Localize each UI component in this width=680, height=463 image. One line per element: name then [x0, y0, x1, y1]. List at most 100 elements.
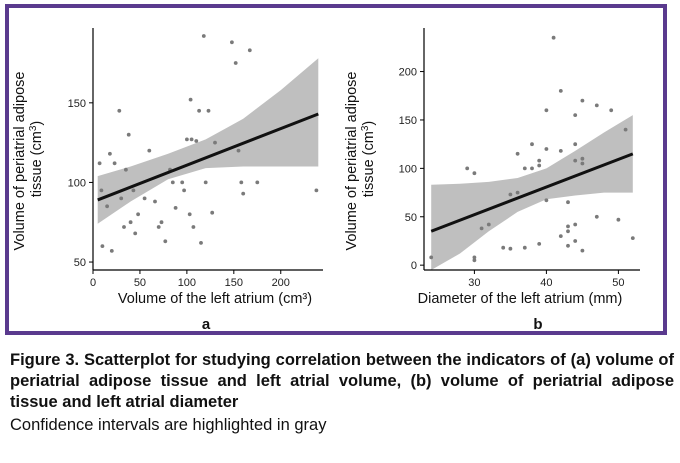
panel-b-data-point — [530, 166, 534, 171]
panel-a-data-point — [185, 137, 189, 142]
panel-b-data-point — [594, 214, 599, 219]
panel-b-data-point — [522, 245, 527, 250]
panel-b-y-tick-label: 0 — [411, 260, 417, 272]
panel-a-data-point — [230, 40, 234, 45]
panel-a-y-axis-label: Volume of periatrial adipose tissue (cm3… — [12, 68, 45, 251]
panel-b-data-point — [429, 255, 434, 260]
panel-b-data-point — [623, 127, 628, 132]
panel-b-chart: 30 40 50 0 50 100 150 200 Diameter of the left … — [344, 28, 640, 333]
panel-a-data-point — [153, 199, 157, 204]
panel-a-data-point — [170, 180, 175, 185]
panel-b-regression-line — [430, 152, 634, 233]
panel-a-chart: 0 50 100 150 200 50 100 150 Volume of the left … — [12, 28, 323, 333]
panel-b-data-point — [522, 166, 527, 171]
panel-a-data-point — [173, 206, 178, 210]
panel-a-data-point — [105, 204, 109, 209]
panel-a-data-point — [126, 132, 131, 137]
panel-b-data-point — [630, 236, 635, 241]
panel-b-data-point — [486, 222, 491, 227]
panel-a-data-point — [117, 108, 122, 113]
panel-a-data-point — [133, 231, 138, 236]
panel-b-data-point — [479, 226, 484, 231]
panel-a-data-point — [163, 239, 168, 244]
panel-a-data-point — [108, 151, 112, 156]
panel-a-data-point — [119, 196, 124, 201]
panel-b-data-point — [573, 158, 578, 163]
panel-a-data-point — [233, 61, 238, 65]
panel-a-data-point — [199, 241, 203, 245]
panel-b-data-point — [566, 229, 570, 234]
panel-a-data-point — [241, 191, 246, 196]
panel-a-data-point — [100, 244, 105, 249]
panel-a-data-point — [131, 188, 136, 193]
panel-a-data-point — [189, 137, 194, 142]
panel-a-data-point — [112, 161, 117, 166]
panel-b-data-point — [573, 142, 578, 147]
panel-b-data-point — [566, 224, 570, 229]
panel-a-y-axis-label-line1: Volume of periatrial adipose — [12, 72, 28, 251]
panel-a-data-point — [156, 225, 161, 229]
scatter-charts: 0 50 100 150 200 50 100 150 Volume of the left … — [12, 28, 640, 333]
panel-a-x-tick-label: 50 — [134, 277, 146, 289]
panel-b-y-axis-label-line2: tissue (cm3) — [360, 121, 378, 197]
panel-b-x-tick-label: 30 — [468, 277, 480, 289]
panel-a-data-point — [255, 180, 260, 185]
panel-a-data-point — [180, 180, 185, 185]
panel-a-data-point — [187, 212, 192, 217]
panel-b-data-point — [551, 35, 556, 40]
figure-frame — [5, 4, 667, 335]
panel-b-y-tick-label: 50 — [405, 212, 417, 224]
panel-b-data-point — [530, 142, 534, 147]
panel-a-data-point — [239, 180, 244, 185]
panel-b-label: b — [533, 316, 542, 333]
panel-b-data-point — [558, 89, 563, 93]
panel-b-data-point — [566, 200, 570, 205]
panel-a-data-point — [182, 188, 187, 193]
panel-b-y-tick-label: 150 — [399, 115, 417, 127]
panel-a-regression-line — [97, 112, 319, 202]
panel-a-data-point — [128, 220, 133, 225]
panel-a-data-point — [213, 140, 217, 145]
panel-b-data-point — [558, 149, 563, 153]
panel-a-data-point — [197, 108, 202, 113]
panel-a-data-point — [124, 167, 128, 172]
panel-b-x-axis-label: Diameter of the left atrium (mm) — [418, 291, 623, 307]
panel-a-x-axis-label: Volume of the left atrium (cm³) — [118, 291, 312, 307]
panel-a-data-point — [247, 48, 252, 53]
panel-b-data-point — [573, 222, 578, 227]
panel-b-x-tick-label: 40 — [540, 277, 552, 289]
panel-b-data-point — [465, 166, 470, 171]
panel-a-data-point — [122, 225, 126, 229]
panel-b-data-point — [616, 217, 621, 222]
panel-a-x-tick-label: 100 — [178, 277, 196, 289]
panel-b-data-point — [508, 192, 513, 197]
panel-a-data-point — [147, 148, 152, 153]
panel-a-y-tick-label: 50 — [74, 257, 86, 269]
panel-b-data-point — [544, 147, 549, 151]
panel-a-data-point — [188, 97, 193, 102]
panel-b-data-point — [472, 171, 477, 176]
panel-a-data-point — [159, 220, 164, 225]
panel-a-x-tick-label: 150 — [225, 277, 243, 289]
panel-b-data-point — [573, 113, 578, 117]
panel-b-data-point — [544, 108, 549, 113]
panel-a-y-axis-label-line2: tissue (cm3) — [28, 121, 46, 197]
panel-b-data-point — [580, 248, 585, 253]
panel-a-data-point — [206, 108, 211, 113]
caption-title: Figure 3. Scatterplot for studying corre… — [10, 351, 674, 411]
panel-b-data-point — [515, 151, 520, 156]
panel-b-y-tick-label: 100 — [399, 163, 417, 175]
panel-b-data-point — [537, 163, 542, 168]
panel-a-data-point — [201, 34, 206, 38]
panel-b-data-point — [508, 246, 513, 251]
panel-b-data-point — [501, 245, 506, 250]
panel-b-data-point — [594, 103, 599, 108]
panel-b-data-point — [472, 255, 477, 260]
panel-b-data-point — [537, 158, 542, 163]
panel-a-label: a — [202, 316, 211, 333]
panel-b-data-point — [580, 156, 585, 161]
panel-a-data-point — [194, 139, 199, 143]
panel-a-data-point — [136, 212, 141, 217]
panel-b-data-point — [580, 161, 585, 166]
panel-a-data-point — [314, 188, 319, 193]
